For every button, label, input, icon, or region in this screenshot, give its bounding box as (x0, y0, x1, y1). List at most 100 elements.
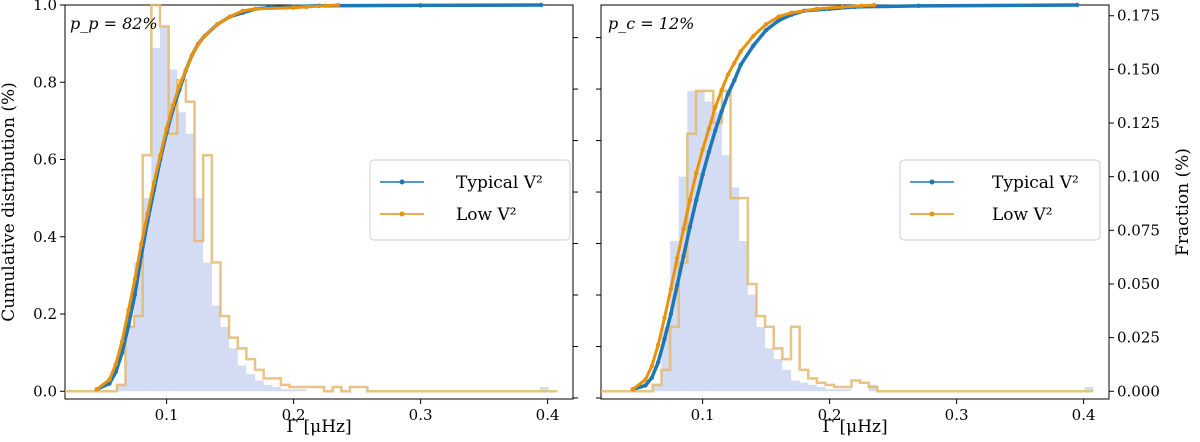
left-hist-bar (289, 389, 299, 392)
left-hist-bar (194, 198, 204, 392)
right-series-low-point (713, 105, 718, 110)
left-series-low-point (189, 53, 195, 58)
right-legend-typical-label: Typical V² (992, 173, 1079, 193)
left-legend-typical-marker (399, 179, 405, 185)
left-series-low-point (215, 22, 220, 27)
left-series-low-point (164, 126, 169, 131)
left-x-axis-label: Γ [μHz] (286, 417, 351, 437)
left-y-ticks: 0.0 0.2 0.4 0.6 0.8 1.0 (33, 0, 65, 400)
right-series-low-point (814, 6, 820, 12)
left-hist-bar (539, 386, 549, 392)
right-series-typical-point (681, 253, 686, 259)
right-series-low-point (751, 33, 756, 39)
left-series-low-point (227, 14, 233, 19)
right-x-tick-label: 0.1 (691, 406, 715, 424)
right-series-low-point (681, 226, 686, 232)
left-hist-bar (254, 380, 264, 392)
left-hist-bar (168, 69, 178, 392)
right-x-ticks: 0.1 0.2 0.3 0.4 (691, 399, 1096, 424)
right-series-typical-point (1075, 2, 1080, 8)
right-histogram-fill (652, 90, 1094, 392)
left-series-low-point (113, 362, 119, 367)
left-legend-box (369, 159, 571, 241)
right-hist-bar (782, 369, 791, 392)
right-hist-bar (756, 326, 766, 392)
right-x-tick-label: 0.3 (945, 406, 969, 424)
right-series-typical-point (732, 78, 737, 83)
left-y-tick-label: 1.0 (33, 0, 57, 14)
right-series-low-point (706, 126, 712, 131)
right-hist-bar (695, 90, 705, 392)
right-series-low-point (668, 286, 674, 292)
right-hist-bar (773, 359, 783, 392)
right-series-low-point (643, 377, 648, 382)
left-cdf-series (94, 2, 544, 392)
left-x-tick-label: 0.2 (282, 406, 306, 424)
right-hist-bar (730, 187, 740, 392)
right-series-low-point (789, 10, 794, 15)
right-series-low-point (738, 49, 743, 54)
left-hist-bar (142, 198, 152, 392)
left-hist-bar (134, 262, 143, 392)
left-hist-step-line (65, 3, 558, 393)
left-series-low-point (196, 41, 201, 46)
right-series-typical-point (655, 360, 661, 365)
left-hist-bar (263, 384, 273, 392)
right-hist-bar (721, 155, 731, 392)
left-series-low-point (145, 211, 150, 216)
right-series-low-point (687, 197, 693, 203)
left-series-typical-point (132, 292, 138, 297)
right-series-typical-point (662, 336, 667, 342)
right-series-typical-point (706, 149, 712, 154)
right-y-tick-label: 0.125 (1117, 114, 1160, 132)
right-series-low-point (694, 170, 699, 176)
right-series-typical-point (694, 197, 699, 203)
right-legend: Typical V² Low V² (899, 159, 1101, 241)
right-series-low-point (840, 4, 845, 10)
left-series-low-point (126, 307, 131, 313)
left-series-low-point (240, 8, 245, 13)
left-series-low-point (323, 3, 328, 8)
left-series-typical-point (113, 369, 119, 375)
right-hist-bar (661, 326, 671, 392)
right-series-typical-point (713, 128, 718, 133)
right-series-typical-point (700, 172, 705, 178)
right-series-typical-point (649, 375, 654, 380)
left-hist-bar (159, 26, 169, 392)
left-series-low-point (170, 103, 176, 108)
left-y-axis-label: Cumulative distribution (%) (0, 82, 19, 321)
left-hist-bar (229, 348, 238, 392)
right-hist-bar (790, 380, 800, 392)
left-y-tick-label: 0.8 (33, 73, 57, 91)
left-hist-bar (237, 365, 247, 392)
right-series-low-point (675, 255, 680, 261)
left-hist-bar (177, 112, 186, 392)
right-hist-bar (747, 294, 757, 392)
right-x-tick-label: 0.2 (818, 406, 842, 424)
right-series-typical-point (675, 282, 680, 288)
left-y-tick-label: 0.0 (33, 382, 57, 400)
left-series-low-point (335, 2, 341, 8)
right-y-tick-label: 0.025 (1117, 329, 1160, 347)
right-series-low-point (763, 22, 769, 27)
right-series-typical-point (738, 62, 743, 68)
right-y-axis-label: Fraction (%) (1173, 148, 1193, 256)
left-histogram-fill (116, 26, 549, 392)
right-series-low-point (776, 14, 781, 19)
right-hist-bar (825, 389, 835, 392)
left-series-low-point (253, 6, 258, 12)
left-series-low-point (151, 180, 157, 185)
right-left-ticks (596, 37, 601, 399)
right-hist-bar (808, 384, 817, 392)
right-x-axis-label: Γ [μHz] (822, 417, 887, 437)
left-legend-typical-label: Typical V² (456, 173, 543, 193)
right-hist-bar (816, 386, 826, 392)
left-annotation: p_p = 82% (70, 14, 158, 33)
left-right-ticks (573, 37, 578, 399)
right-annotation: p_c = 12% (608, 14, 694, 33)
right-y-tick-label: 0.050 (1117, 275, 1160, 293)
right-series-low-point (655, 342, 661, 348)
left-series-low-point (304, 4, 309, 10)
right-series-low-point (859, 3, 864, 9)
right-hist-bar (834, 389, 843, 392)
